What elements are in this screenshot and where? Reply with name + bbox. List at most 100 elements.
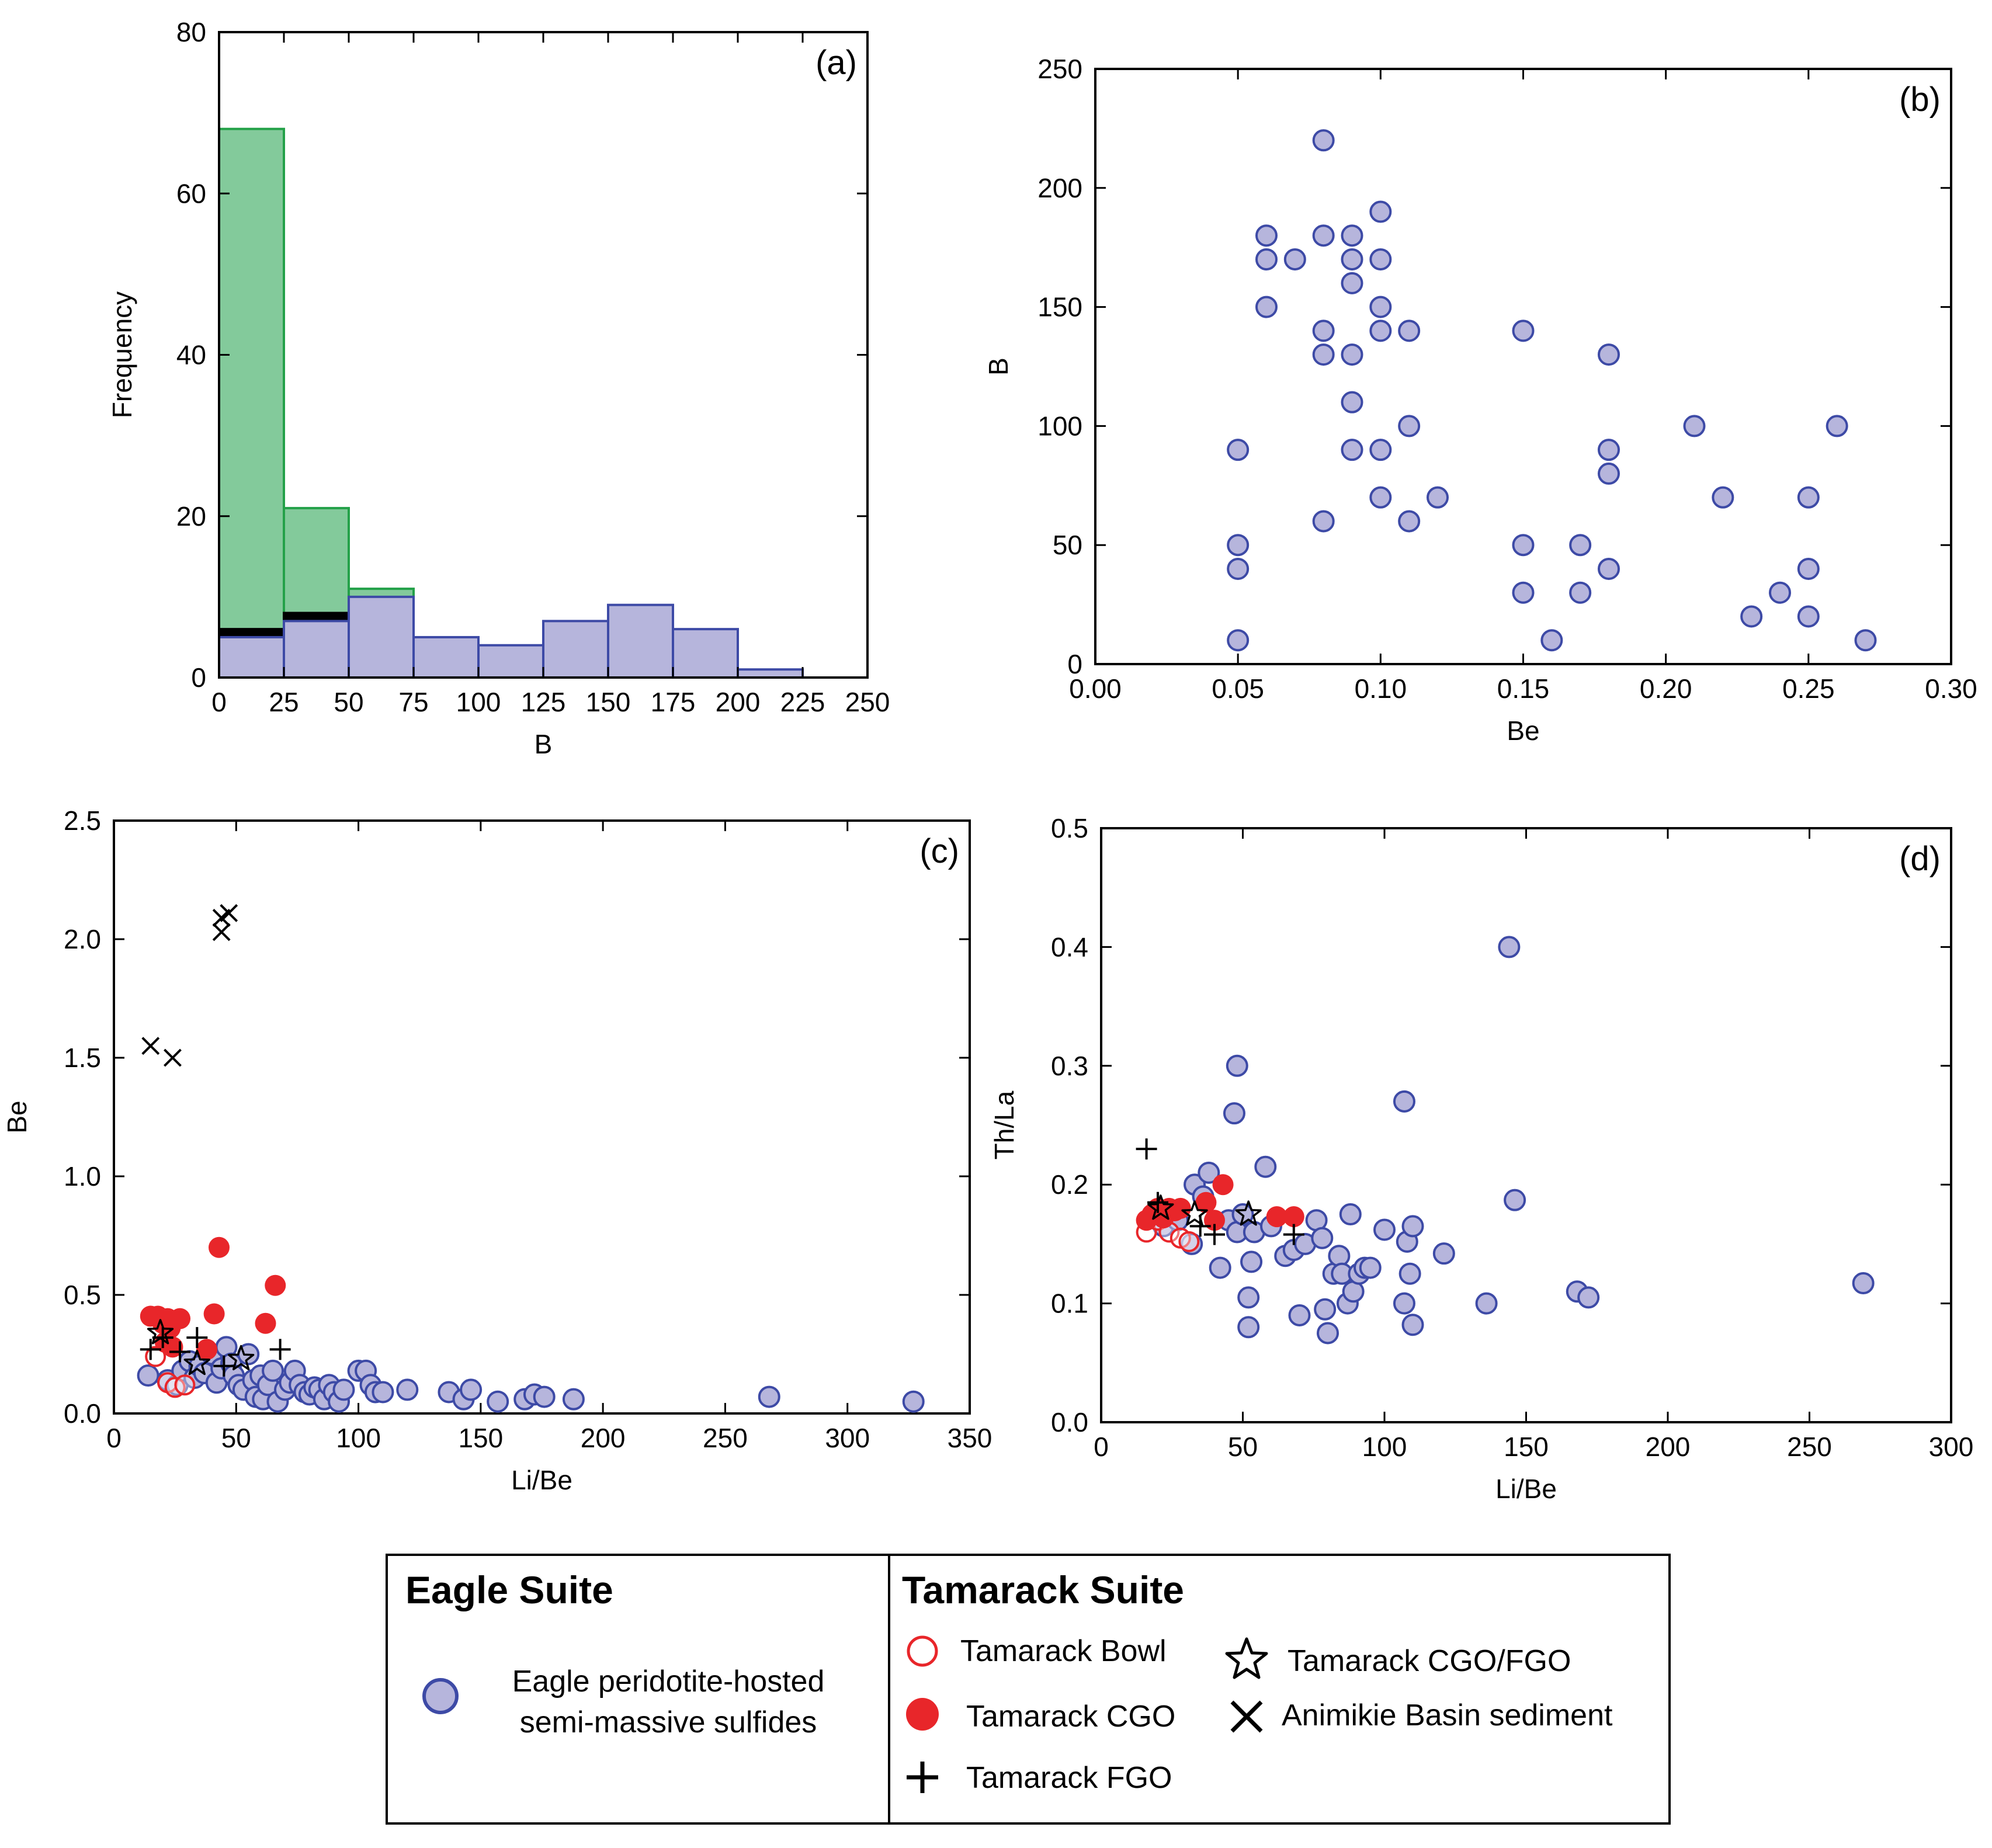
- panel-label: (d): [1899, 840, 1941, 878]
- eagle-point: [1341, 439, 1363, 461]
- y-tick-label: 60: [176, 178, 206, 209]
- eagle-point: [1314, 1298, 1337, 1321]
- x-tick-label: 0.00: [1069, 673, 1122, 704]
- tamarack-cgo-point: [1283, 1206, 1304, 1228]
- chart-panel-b: 0.00 0.05 0.10 0.15 0.20 0.25 0.30 0 50 100 150 200…: [983, 54, 1977, 746]
- y-tick-label: 0.1: [1051, 1288, 1088, 1319]
- eagle-point: [1512, 319, 1535, 342]
- eagle-bar: [607, 603, 674, 679]
- tamarack-bowl-point: [1178, 1231, 1200, 1252]
- eagle-point: [1223, 1102, 1245, 1125]
- eagle-point: [1393, 1292, 1415, 1315]
- tamarack-fgo-point: [213, 1355, 235, 1377]
- x-tick-label: 0.20: [1640, 673, 1692, 704]
- x-tick-label: 0.25: [1782, 673, 1835, 704]
- x-tick-label: 50: [221, 1423, 251, 1453]
- eagle-point: [1341, 272, 1363, 294]
- eagle-point: [1312, 343, 1335, 366]
- eagle-point: [1854, 629, 1877, 652]
- legend-fgo-label: Tamarack FGO: [966, 1761, 1172, 1795]
- eagle-point: [1683, 415, 1706, 437]
- legend-eagle-heading: Eagle Suite: [405, 1568, 613, 1611]
- eagle-point: [1255, 248, 1278, 271]
- eagle-point: [1227, 629, 1250, 652]
- legend-bowl-label: Tamarack Bowl: [960, 1634, 1167, 1668]
- eagle-point: [1398, 319, 1421, 342]
- y-tick-label: 0.2: [1051, 1169, 1088, 1200]
- legend-eagle-label: Eagle peridotite-hosted semi-massive sul…: [487, 1661, 849, 1743]
- x-tick-label: 100: [336, 1423, 381, 1453]
- eagle-point: [1369, 200, 1392, 223]
- tamarack-bowl-point: [174, 1374, 196, 1396]
- eagle-point: [1369, 296, 1392, 318]
- tamarack-fgo-point: [269, 1339, 291, 1360]
- y-tick-label: 0: [1067, 649, 1082, 679]
- plot-frame: [1094, 68, 1952, 665]
- eagle-bar: [283, 620, 350, 679]
- eagle-point: [1288, 1304, 1311, 1326]
- x-tick-label: 350: [948, 1423, 992, 1453]
- x-stroke: [220, 904, 238, 922]
- tamarack-cgo-fgo-point: [183, 1349, 210, 1375]
- tamarack-cgo-point: [203, 1303, 225, 1325]
- eagle-point: [1283, 248, 1306, 271]
- eagle-point: [1398, 1262, 1421, 1285]
- tamarack-cgo-point: [208, 1236, 230, 1258]
- x-tick-label: 75: [398, 687, 428, 717]
- x-axis-label: Li/Be: [511, 1465, 572, 1495]
- y-tick-label: 50: [1053, 530, 1082, 560]
- eagle-point: [1401, 1215, 1424, 1238]
- eagle-bar: [672, 628, 739, 679]
- tamarack-fgo-point: [186, 1327, 208, 1349]
- eagle-point: [1255, 296, 1278, 318]
- eagle-bar: [477, 644, 544, 679]
- x-tick-label: 200: [1646, 1432, 1691, 1462]
- eagle-point: [1512, 581, 1535, 604]
- legend-tamarack-column: Tamarack Suite Tamarack Bowl Tamarack CG…: [890, 1556, 1668, 1822]
- eagle-point: [758, 1385, 780, 1408]
- tamarack-cgo-fgo-point: [1147, 1194, 1174, 1220]
- y-axis-label: B: [983, 357, 1014, 376]
- animikie-point: [212, 923, 231, 942]
- chart-panel-d: 0 50 100 150 200 250 300 0.0 0.1 0.2 0.3 0.4 0.5 Li/B…: [989, 813, 1973, 1504]
- eagle-point: [1254, 1155, 1277, 1178]
- y-tick-label: 0.3: [1051, 1051, 1088, 1081]
- eagle-point: [1427, 486, 1449, 509]
- x-tick-label: 100: [1362, 1432, 1407, 1462]
- eagle-point: [1852, 1272, 1875, 1295]
- eagle-point: [1577, 1286, 1600, 1309]
- x-axis-label: B: [535, 729, 553, 759]
- eagle-point: [1227, 534, 1250, 557]
- eagle-point: [1401, 1314, 1424, 1336]
- tamarack-cgo-fgo-point: [227, 1345, 255, 1371]
- eagle-point: [1373, 1218, 1396, 1241]
- eagle-point: [562, 1388, 585, 1411]
- tamarack-fgo-point: [152, 1327, 173, 1349]
- eagle-point: [1341, 248, 1363, 271]
- tamarack-cgo-point: [255, 1312, 276, 1334]
- eagle-point: [1826, 415, 1848, 437]
- x-stroke: [164, 1048, 182, 1067]
- eagle-point: [1237, 1286, 1260, 1309]
- eagle-point: [1598, 343, 1620, 366]
- eagle-point: [332, 1378, 355, 1401]
- y-axis-label: Frequency: [107, 291, 137, 418]
- legend-tamarack-heading: Tamarack Suite: [902, 1568, 1185, 1611]
- eagle-point: [1569, 581, 1592, 604]
- eagle-point: [1226, 1054, 1248, 1077]
- eagle-point: [1598, 439, 1620, 461]
- eagle-point: [902, 1390, 925, 1413]
- y-tick-label: 200: [1037, 173, 1082, 203]
- eagle-point: [1712, 486, 1734, 509]
- legend-animikie-label: Animikie Basin sediment: [1282, 1698, 1613, 1732]
- eagle-point: [1312, 224, 1335, 247]
- y-tick-label: 0.0: [64, 1398, 101, 1429]
- legend-eagle-marker: [422, 1678, 459, 1714]
- y-tick-label: 2.0: [64, 924, 101, 954]
- eagle-point: [1237, 1316, 1260, 1339]
- x-tick-label: 100: [456, 687, 501, 717]
- eagle-point: [1398, 510, 1421, 533]
- x-tick-label: 300: [1929, 1432, 1974, 1462]
- eagle-point: [1312, 129, 1335, 152]
